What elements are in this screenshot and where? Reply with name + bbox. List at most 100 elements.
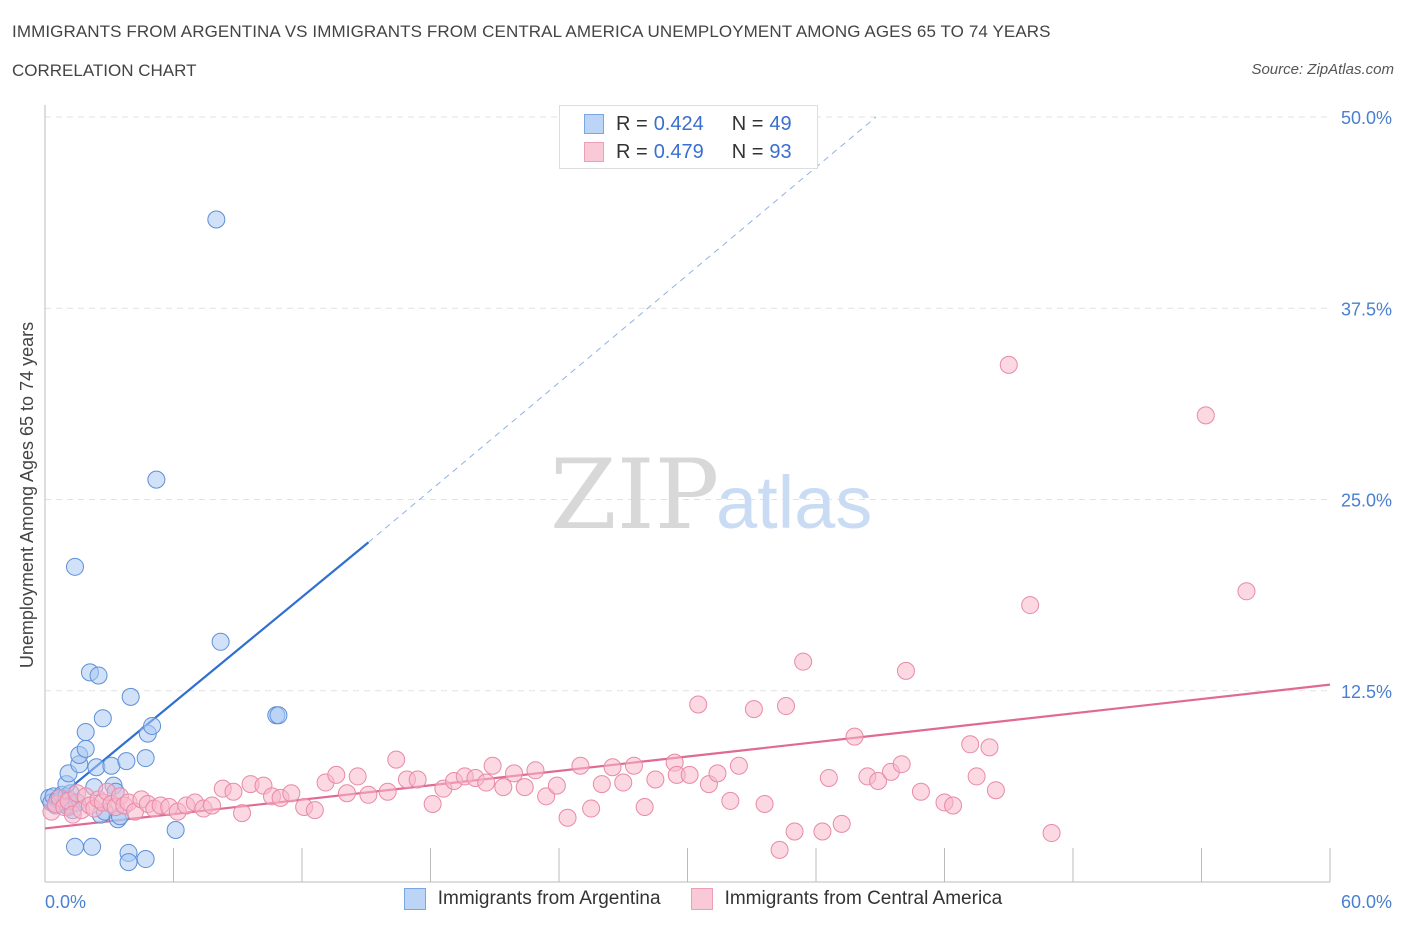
legend-label-argentina: Immigrants from Argentina xyxy=(437,888,661,909)
legend-row-argentina: R = 0.424 N = 49 xyxy=(584,111,792,137)
n-label: N = xyxy=(731,112,764,135)
data-points xyxy=(40,210,1256,872)
point-central-america xyxy=(624,756,643,775)
point-central-america xyxy=(359,785,378,804)
point-central-america xyxy=(408,770,427,789)
watermark-atlas: atlas xyxy=(716,461,872,544)
point-argentina xyxy=(89,666,108,685)
point-central-america xyxy=(755,794,774,813)
point-central-america xyxy=(515,778,534,797)
point-central-america xyxy=(646,770,665,789)
trend-line-central-america xyxy=(44,683,1331,830)
r-label: R = xyxy=(616,112,648,135)
y-tick-label: 12.5% xyxy=(1341,682,1392,702)
point-central-america xyxy=(582,799,601,818)
x-tick-label: 0.0% xyxy=(45,892,86,912)
point-central-america xyxy=(892,755,911,774)
point-central-america xyxy=(911,782,930,801)
point-central-america xyxy=(845,727,864,746)
n-label: N = xyxy=(731,140,764,163)
point-central-america xyxy=(680,765,699,784)
point-argentina xyxy=(93,709,112,728)
point-argentina xyxy=(166,820,185,839)
point-central-america xyxy=(477,773,496,792)
legend-row-central-america: R = 0.479 N = 93 xyxy=(584,139,792,165)
point-central-america xyxy=(305,801,324,820)
point-argentina xyxy=(117,752,136,771)
point-central-america xyxy=(603,758,622,777)
point-central-america xyxy=(785,822,804,841)
point-argentina xyxy=(143,716,162,735)
point-central-america xyxy=(999,355,1018,374)
point-central-america xyxy=(794,652,813,671)
point-central-america xyxy=(961,735,980,754)
point-central-america xyxy=(592,775,611,794)
legend-swatch-central-america xyxy=(584,142,604,162)
point-central-america xyxy=(348,767,367,786)
point-central-america xyxy=(1237,582,1256,601)
point-central-america xyxy=(282,784,301,803)
point-argentina xyxy=(65,557,84,576)
point-central-america xyxy=(721,791,740,810)
point-argentina xyxy=(269,706,288,725)
point-central-america xyxy=(770,840,789,859)
point-argentina xyxy=(87,758,106,777)
point-central-america xyxy=(1196,406,1215,425)
point-central-america xyxy=(689,695,708,714)
n-value: 49 xyxy=(769,112,792,135)
chart-title: IMMIGRANTS FROM ARGENTINA VS IMMIGRANTS … xyxy=(12,22,1051,41)
legend-label-central-america: Immigrants from Central America xyxy=(724,888,1003,909)
gridlines xyxy=(45,116,1330,692)
stats-legend: R = 0.424 N = 49 R = 0.479 N = 93 xyxy=(559,105,818,169)
point-central-america xyxy=(387,750,406,769)
y-axis-label: Unemployment Among Ages 65 to 74 years xyxy=(17,322,37,668)
point-central-america xyxy=(1021,596,1040,615)
point-central-america xyxy=(1042,824,1061,843)
point-central-america xyxy=(708,764,727,783)
legend-item-central-america: Immigrants from Central America xyxy=(690,888,1003,910)
point-argentina xyxy=(102,756,121,775)
point-central-america xyxy=(224,782,243,801)
point-central-america xyxy=(423,794,442,813)
point-argentina xyxy=(65,837,84,856)
x-tick-label: 60.0% xyxy=(1341,892,1392,912)
point-central-america xyxy=(571,756,590,775)
point-argentina xyxy=(121,687,140,706)
legend-swatch-central-america xyxy=(690,888,713,910)
point-argentina xyxy=(211,632,230,651)
point-central-america xyxy=(537,787,556,806)
point-central-america xyxy=(869,772,888,791)
series-legend: Immigrants from Argentina Immigrants fro… xyxy=(0,888,1406,910)
y-tick-label: 25.0% xyxy=(1341,491,1392,511)
point-central-america xyxy=(967,767,986,786)
point-central-america xyxy=(986,781,1005,800)
legend-item-argentina: Immigrants from Argentina xyxy=(403,888,661,910)
point-central-america xyxy=(813,822,832,841)
r-value: 0.479 xyxy=(653,140,704,163)
y-tick-label: 50.0% xyxy=(1341,108,1392,128)
chart-subtitle: CORRELATION CHART xyxy=(12,61,197,80)
point-central-america xyxy=(614,773,633,792)
point-argentina xyxy=(136,850,155,869)
point-argentina xyxy=(136,749,155,768)
point-central-america xyxy=(337,784,356,803)
source-label: Source: ZipAtlas.com xyxy=(1251,61,1394,78)
legend-swatch-argentina xyxy=(403,888,426,910)
point-central-america xyxy=(819,768,838,787)
watermark-zip: ZIP xyxy=(550,439,719,551)
point-central-america xyxy=(777,697,796,716)
point-central-america xyxy=(494,778,513,797)
point-central-america xyxy=(744,700,763,719)
point-argentina xyxy=(207,210,226,229)
tick-labels: 12.5% 25.0% 37.5% 50.0% 0.0% 60.0% xyxy=(45,108,1392,912)
n-value: 93 xyxy=(769,140,792,163)
axes xyxy=(44,105,1331,883)
point-argentina xyxy=(76,723,95,742)
point-central-america xyxy=(547,776,566,795)
point-central-america xyxy=(327,765,346,784)
point-argentina xyxy=(76,739,95,758)
point-argentina xyxy=(83,837,102,856)
point-central-america xyxy=(378,782,397,801)
point-central-america xyxy=(203,796,222,815)
